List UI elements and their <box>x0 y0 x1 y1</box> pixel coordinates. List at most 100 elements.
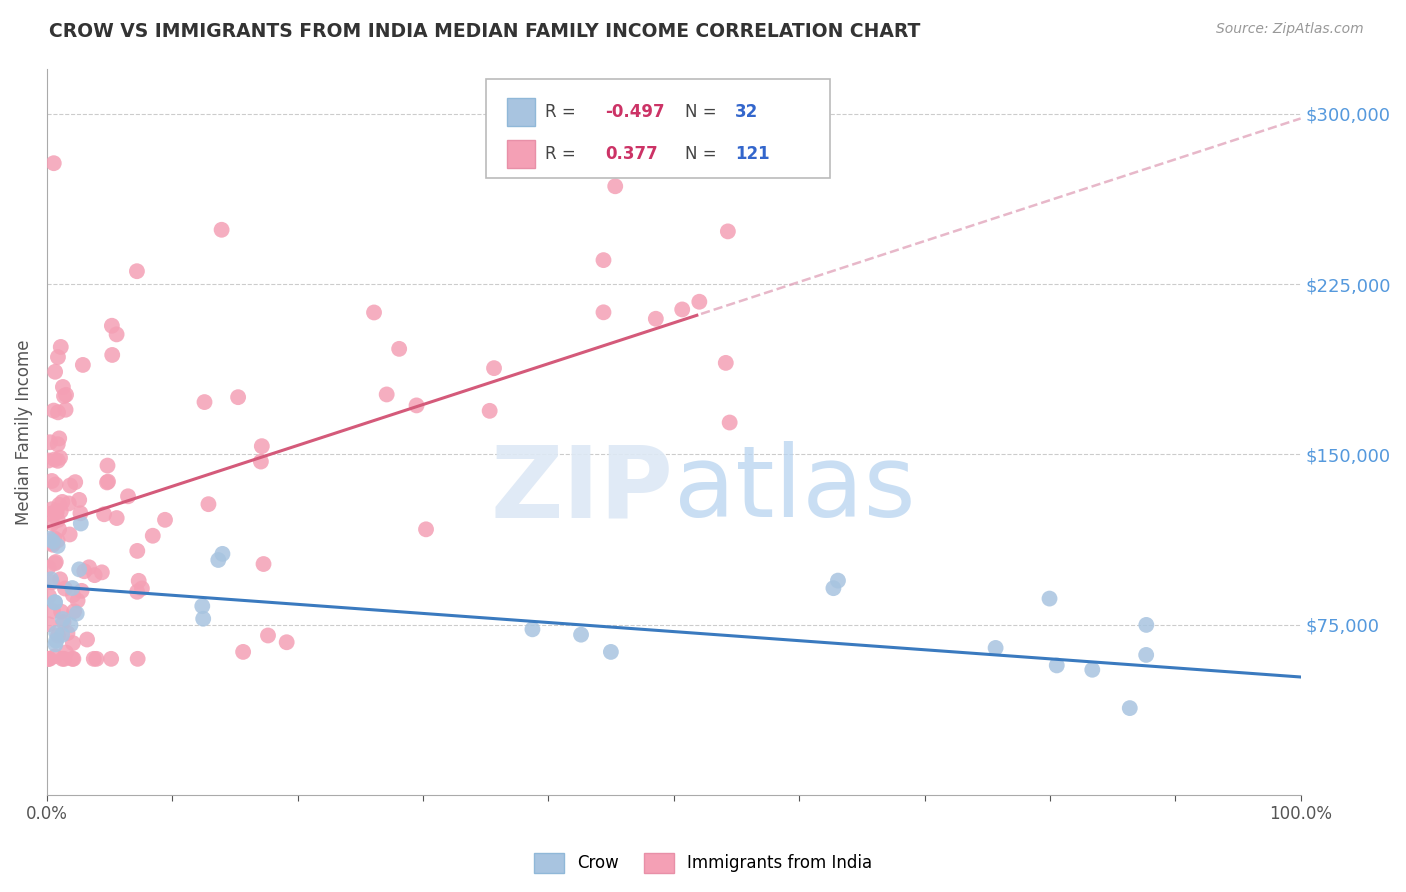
Point <box>46 533 69 548</box>
Point <box>53 652 76 666</box>
Point <box>42 538 65 552</box>
Point <box>60 652 83 666</box>
Point <box>1038 591 1060 606</box>
Point <box>44 637 66 651</box>
Point <box>482 361 505 376</box>
Point <box>1135 618 1157 632</box>
Y-axis label: Median Family Income: Median Family Income <box>15 339 32 524</box>
Point <box>44 532 66 546</box>
Point <box>62 652 84 666</box>
Point <box>211 223 233 237</box>
Point <box>62 636 84 650</box>
Point <box>66 593 89 607</box>
Point <box>48 522 70 536</box>
Point <box>44 365 66 379</box>
Point <box>52 380 75 394</box>
FancyBboxPatch shape <box>508 98 534 126</box>
Point <box>226 390 249 404</box>
Point <box>388 342 411 356</box>
Point <box>142 529 165 543</box>
Point <box>49 504 72 518</box>
Point <box>46 454 69 468</box>
Point <box>714 356 737 370</box>
Point <box>1046 658 1069 673</box>
Point <box>60 581 83 595</box>
Point <box>97 475 120 489</box>
Point <box>49 605 72 619</box>
Point <box>46 513 69 527</box>
Point <box>55 388 77 402</box>
Point <box>76 632 98 647</box>
Point <box>66 607 89 621</box>
Point <box>101 318 124 333</box>
Text: CROW VS IMMIGRANTS FROM INDIA MEDIAN FAMILY INCOME CORRELATION CHART: CROW VS IMMIGRANTS FROM INDIA MEDIAN FAM… <box>49 22 921 41</box>
Point <box>257 628 280 642</box>
Point <box>44 595 66 609</box>
Point <box>45 477 67 491</box>
Point <box>37 561 59 575</box>
Point <box>363 305 385 319</box>
Point <box>45 555 67 569</box>
Point <box>83 652 105 666</box>
Point <box>62 588 84 602</box>
Text: 0.377: 0.377 <box>605 145 658 163</box>
Point <box>45 633 67 648</box>
Point <box>63 475 86 490</box>
Point <box>48 498 70 512</box>
Point <box>51 628 73 642</box>
Point <box>67 492 90 507</box>
Point <box>42 604 65 618</box>
Point <box>39 435 62 450</box>
Point <box>46 437 69 451</box>
Point <box>592 253 614 268</box>
Point <box>42 403 65 417</box>
Point <box>193 612 215 626</box>
Point <box>56 626 79 640</box>
Point <box>38 532 60 546</box>
Point <box>522 623 544 637</box>
Point <box>55 402 77 417</box>
Point <box>45 626 67 640</box>
Point <box>51 495 73 509</box>
Point <box>100 652 122 666</box>
Point <box>671 302 693 317</box>
Point <box>105 327 128 342</box>
Point <box>703 141 725 155</box>
Point <box>42 156 65 170</box>
Point <box>211 547 233 561</box>
Point <box>49 340 72 354</box>
Text: N =: N = <box>685 145 721 163</box>
Point <box>37 507 59 521</box>
Point <box>42 534 65 549</box>
Point <box>127 584 149 599</box>
Point <box>44 557 66 571</box>
Point <box>52 612 75 626</box>
Point <box>1081 663 1104 677</box>
Point <box>44 595 66 609</box>
Point <box>59 478 82 492</box>
Point <box>58 496 80 510</box>
Point <box>193 395 215 409</box>
Point <box>718 416 741 430</box>
Point <box>250 454 273 468</box>
Point <box>41 575 63 590</box>
Point <box>52 615 75 629</box>
Point <box>45 506 67 520</box>
Text: -0.497: -0.497 <box>605 103 665 121</box>
Point <box>49 572 72 586</box>
Point <box>44 452 66 467</box>
Point <box>478 404 501 418</box>
Text: Source: ZipAtlas.com: Source: ZipAtlas.com <box>1216 22 1364 37</box>
Point <box>51 652 73 666</box>
Text: atlas: atlas <box>673 442 915 539</box>
Point <box>67 562 90 576</box>
Point <box>127 652 149 666</box>
Legend: Crow, Immigrants from India: Crow, Immigrants from India <box>527 847 879 880</box>
Point <box>59 618 82 632</box>
Point <box>46 629 69 643</box>
Point <box>72 358 94 372</box>
Point <box>93 508 115 522</box>
Point <box>127 544 149 558</box>
Text: R =: R = <box>544 103 581 121</box>
Point <box>48 431 70 445</box>
